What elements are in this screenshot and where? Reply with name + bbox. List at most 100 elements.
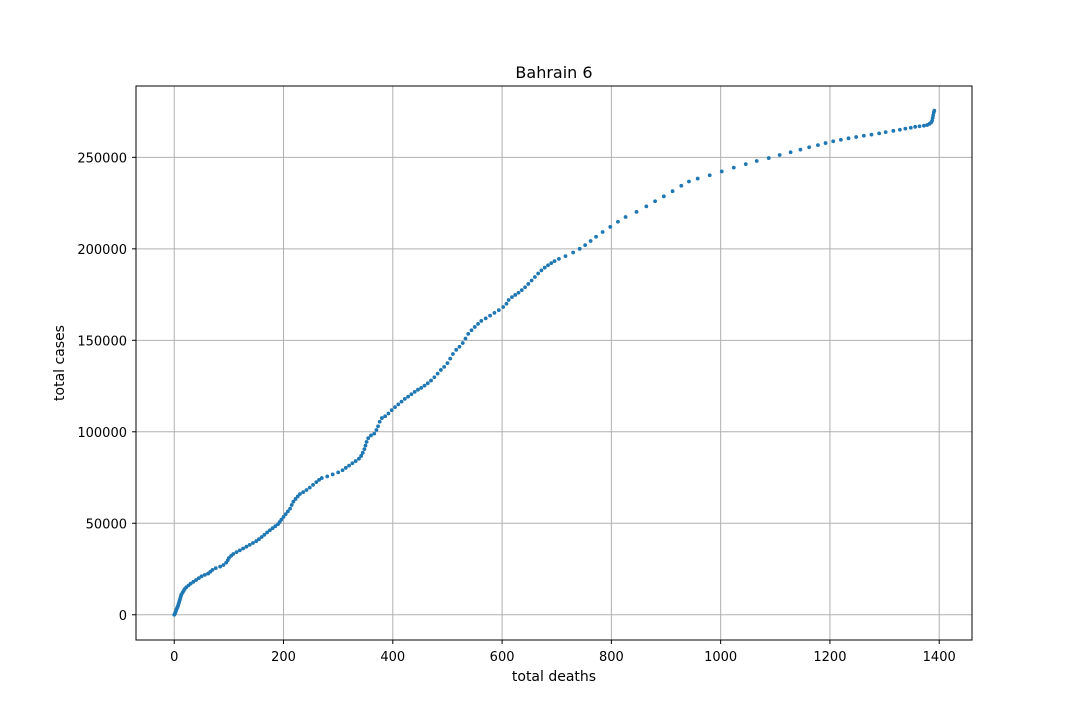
data-point: [846, 136, 851, 141]
data-point: [816, 143, 820, 147]
data-point: [695, 176, 700, 181]
data-point: [869, 132, 874, 137]
data-point: [719, 169, 724, 174]
data-point: [448, 356, 453, 361]
data-point: [191, 579, 196, 584]
data-point: [788, 150, 793, 155]
data-point: [504, 301, 509, 306]
data-point: [340, 468, 345, 473]
data-point: [445, 361, 450, 366]
data-point: [251, 541, 255, 545]
data-point: [897, 127, 902, 132]
data-point: [634, 209, 639, 214]
data-point: [419, 385, 424, 390]
y-tick-label: 250000: [77, 151, 127, 166]
data-point: [457, 344, 462, 349]
data-point: [247, 542, 252, 547]
data-point: [262, 532, 267, 537]
data-point: [451, 352, 455, 356]
data-point: [210, 568, 215, 572]
data-point: [325, 474, 330, 479]
data-point: [289, 503, 294, 507]
y-axis-ticks: 0 50000 100000 150000 200000 250000: [77, 151, 136, 624]
data-point: [213, 566, 218, 570]
x-tick-label: 1200: [813, 650, 846, 665]
data-point: [488, 313, 492, 318]
data-point: [743, 162, 748, 167]
data-point: [330, 472, 335, 477]
data-point: [454, 347, 459, 352]
data-point: [523, 285, 527, 290]
data-point: [314, 480, 319, 485]
data-point: [366, 436, 371, 441]
data-point: [435, 371, 440, 376]
data-point: [194, 578, 199, 582]
data-point: [766, 156, 771, 160]
data-point: [374, 428, 379, 432]
data-point: [623, 215, 628, 219]
data-point: [386, 411, 391, 416]
data-point: [286, 509, 290, 514]
data-point: [466, 332, 471, 336]
data-point: [754, 159, 759, 163]
data-point: [483, 316, 488, 321]
data-point: [529, 278, 534, 283]
data-point: [237, 548, 242, 553]
y-tick-label: 150000: [77, 334, 127, 349]
data-point: [293, 497, 298, 501]
data-point: [823, 141, 828, 145]
data-point: [854, 135, 859, 139]
data-point: [377, 419, 382, 424]
data-point: [291, 499, 296, 504]
data-point: [917, 124, 922, 129]
data-point: [188, 581, 193, 586]
data-point: [244, 544, 249, 549]
data-point: [196, 576, 201, 581]
data-point: [539, 268, 544, 273]
y-tick-label: 100000: [77, 426, 127, 441]
data-point: [476, 321, 480, 326]
data-point: [877, 131, 882, 136]
data-point: [319, 476, 324, 480]
data-point: [234, 550, 239, 555]
data-point: [807, 145, 812, 150]
data-point: [526, 282, 531, 286]
data-point: [298, 492, 302, 496]
data-point: [317, 478, 321, 482]
data-point: [199, 574, 204, 579]
data-point: [369, 433, 373, 438]
data-point: [913, 124, 918, 129]
data-point: [616, 219, 620, 224]
data-point: [583, 243, 588, 248]
data-point: [399, 399, 404, 404]
data-points: [172, 108, 937, 617]
data-point: [202, 572, 207, 577]
data-point: [594, 234, 598, 239]
data-point: [254, 539, 259, 544]
data-point: [777, 153, 782, 157]
data-point: [661, 194, 666, 199]
data-point: [379, 416, 384, 420]
data-point: [903, 126, 908, 131]
data-point: [231, 552, 236, 556]
data-point: [908, 125, 913, 130]
data-point: [492, 310, 497, 315]
grid-lines: [136, 86, 972, 640]
data-point: [571, 250, 576, 255]
data-point: [532, 275, 537, 279]
data-point: [707, 173, 712, 178]
data-point: [608, 224, 613, 229]
data-point: [588, 239, 593, 243]
data-point: [406, 394, 411, 399]
data-point: [425, 381, 430, 386]
x-axis-ticks: 0 200 400 600 800 1000 1200 1400: [170, 640, 956, 665]
data-point: [265, 530, 270, 535]
data-point: [429, 378, 433, 383]
data-point: [281, 514, 286, 519]
data-point: [259, 535, 264, 539]
data-point: [273, 524, 278, 529]
data-point: [307, 485, 312, 490]
data-point: [218, 564, 223, 569]
